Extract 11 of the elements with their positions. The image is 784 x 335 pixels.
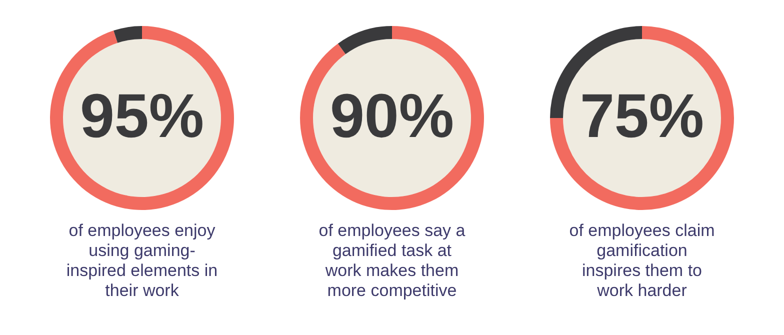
text: of employees enjoy using gaming- inspired elements in their work xyxy=(66,221,218,300)
donut-slice xyxy=(114,26,142,43)
donut-slice xyxy=(300,26,484,210)
data-label: 95% xyxy=(80,82,204,151)
donut-slice xyxy=(338,26,392,54)
text: of employees say a gamified task at work makes them more competitive xyxy=(318,221,466,300)
donut-slice xyxy=(50,26,234,210)
data-label: 75% xyxy=(580,82,704,151)
data-label: 90% xyxy=(330,82,454,151)
text: of employees claim gamification inspires them to work harder xyxy=(569,221,715,300)
donut-slice xyxy=(550,26,734,210)
